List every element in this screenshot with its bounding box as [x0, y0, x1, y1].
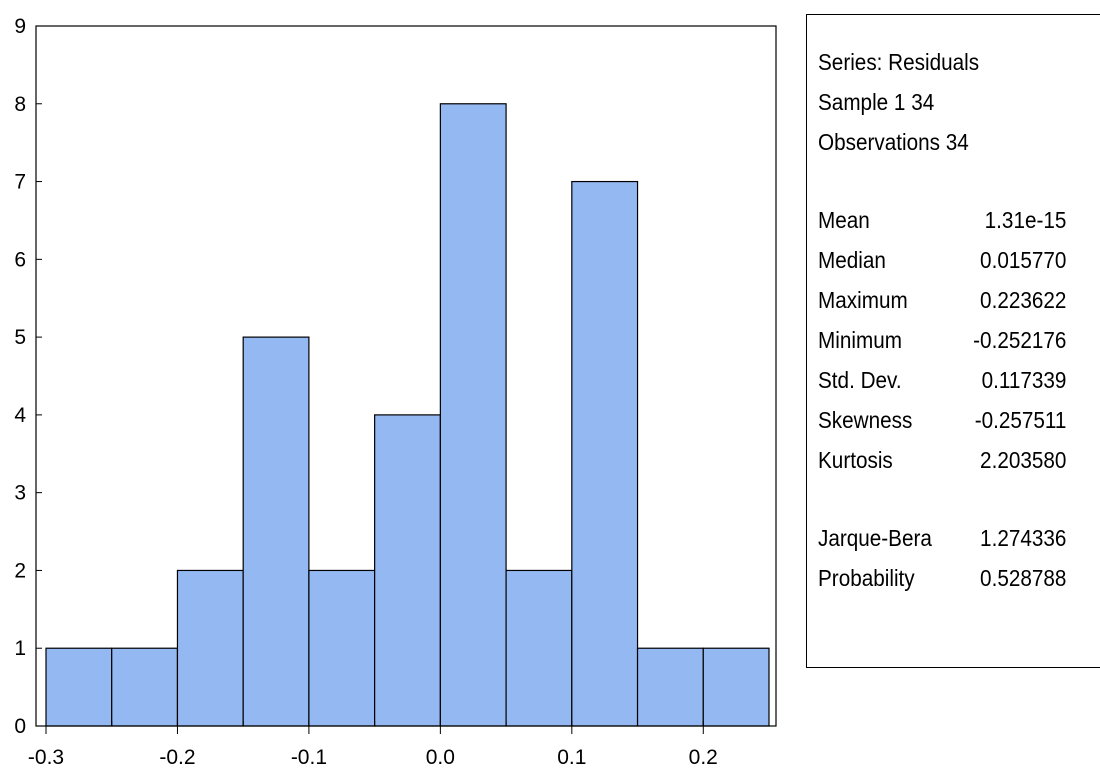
stat-label: Jarque-Bera	[818, 525, 932, 551]
stat-row-kurtosis: Kurtosis 2.203580	[818, 440, 1066, 480]
stat-row-minimum: Minimum -0.252176	[818, 320, 1066, 360]
stat-label: Maximum	[818, 287, 908, 313]
stat-row-jarque-bera: Jarque-Bera 1.274336	[818, 518, 1066, 558]
y-tick-label: 8	[14, 93, 26, 116]
histogram-bar	[308, 569, 376, 727]
y-tick-label: 0	[14, 715, 26, 738]
y-tick-label: 1	[14, 637, 26, 660]
histogram-bar	[439, 103, 507, 727]
x-tick-label: 0.2	[689, 746, 718, 769]
stat-label: Std. Dev.	[818, 367, 902, 393]
histogram-bar	[111, 647, 179, 727]
stat-row-std-dev: Std. Dev. 0.117339	[818, 360, 1066, 400]
y-tick-label: 4	[14, 404, 26, 427]
stat-value: 0.223622	[980, 287, 1067, 313]
stat-value: 1.31e-15	[984, 207, 1067, 233]
stat-row-probability: Probability 0.528788	[818, 558, 1066, 598]
stat-row-mean: Mean 1.31e-15	[818, 200, 1066, 240]
histogram-bar	[702, 647, 770, 727]
y-tick-label: 9	[14, 15, 26, 38]
plot-frame	[35, 25, 777, 727]
y-tick-label: 6	[14, 248, 26, 271]
y-tick-label: 2	[14, 559, 26, 582]
stat-value: -0.257511	[974, 407, 1067, 433]
y-tick-label: 7	[14, 171, 26, 194]
y-tick-label: 3	[14, 482, 26, 505]
axes	[35, 25, 777, 727]
stat-row-maximum: Maximum 0.223622	[818, 280, 1066, 320]
stat-value: 0.117339	[981, 367, 1067, 393]
stat-label: Kurtosis	[818, 447, 893, 473]
stat-value: 0.015770	[980, 247, 1067, 273]
histogram-chart: 0 1 2 3 4 5 6 7 8 9 -0.3 -0.2 -0.1 0.0 0.1 0.2	[14, 15, 777, 769]
stat-label: Skewness	[818, 407, 913, 433]
stat-value: 2.203580	[980, 447, 1067, 473]
stat-row-median: Median 0.015770	[818, 240, 1066, 280]
statistics-panel	[806, 14, 1100, 668]
stat-label: Mean	[818, 207, 870, 233]
histogram-bar	[571, 180, 639, 727]
x-tick-label: 0.1	[557, 746, 586, 769]
histogram-bar	[176, 569, 244, 727]
y-axis-ticks: 0 1 2 3 4 5 6 7 8 9	[14, 15, 42, 738]
statistics-text: Series: Residuals Sample 1 34 Observatio…	[818, 42, 1066, 598]
x-tick-label: -0.1	[291, 746, 327, 769]
histogram-bar	[242, 336, 310, 727]
stat-value: -0.252176	[973, 327, 1067, 353]
histogram-bars	[45, 103, 770, 727]
histogram-bar	[505, 569, 573, 727]
stat-label: Minimum	[818, 327, 902, 353]
stat-row-skewness: Skewness -0.257511	[818, 400, 1066, 440]
x-tick-label: -0.2	[159, 746, 195, 769]
y-tick-label: 5	[14, 326, 26, 349]
series-label: Series: Residuals	[818, 49, 980, 75]
stat-value: 0.528788	[980, 565, 1067, 591]
histogram-bar	[374, 414, 441, 727]
histogram-bar	[636, 647, 704, 727]
stat-label: Median	[818, 247, 886, 273]
histogram-bar	[45, 647, 113, 727]
x-axis-ticks: -0.3 -0.2 -0.1 0.0 0.1 0.2	[28, 721, 770, 769]
x-tick-label: 0.0	[426, 746, 455, 769]
x-tick-label: -0.3	[28, 746, 64, 769]
observations-label: Observations 34	[818, 129, 969, 155]
sample-label: Sample 1 34	[818, 89, 935, 115]
stat-label: Probability	[818, 565, 915, 591]
stat-value: 1.274336	[980, 525, 1067, 551]
